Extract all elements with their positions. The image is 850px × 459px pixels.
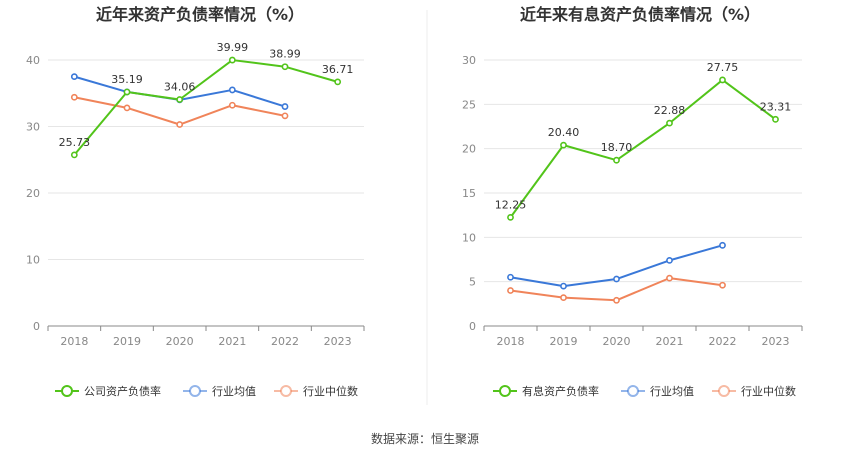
data-point (70, 93, 78, 101)
x-tick-label: 2020 (603, 335, 631, 348)
data-point (228, 56, 236, 64)
source-note: 数据来源：恒生聚源 (371, 431, 479, 446)
data-point (560, 282, 567, 290)
x-tick-label: 2022 (709, 335, 737, 348)
y-tick-label: 30 (462, 54, 476, 67)
data-point (719, 241, 726, 249)
legend-label: 行业中位数 (303, 384, 358, 398)
y-tick-label: 40 (26, 54, 40, 67)
y-tick-label: 25 (462, 98, 476, 111)
legend-label: 行业均值 (650, 385, 694, 398)
data-point (334, 78, 342, 86)
data-label: 18.70 (601, 141, 633, 154)
data-point (613, 156, 620, 164)
y-tick-label: 30 (26, 121, 40, 134)
y-tick-label: 10 (26, 254, 40, 267)
legend-swatch-marker (189, 385, 201, 397)
data-label: 39.99 (217, 41, 249, 54)
data-label: 12.25 (495, 198, 527, 211)
y-tick-label: 0 (469, 320, 476, 333)
series-line (73, 59, 338, 156)
x-tick-label: 2022 (271, 335, 299, 348)
data-label: 36.71 (322, 63, 354, 76)
data-point (281, 112, 289, 120)
x-tick-label: 2020 (166, 335, 194, 348)
data-point (281, 103, 289, 110)
data-point (507, 213, 514, 221)
y-tick-label: 20 (462, 143, 476, 156)
x-tick-label: 2021 (656, 335, 684, 348)
data-point (507, 287, 514, 294)
chart-title: 近年来资产负债率情况（%） (96, 5, 304, 24)
data-point (560, 141, 567, 149)
legend-swatch-marker (61, 385, 73, 397)
x-tick-label: 2019 (113, 335, 141, 348)
data-point (281, 63, 289, 71)
data-point (176, 121, 184, 128)
data-point (613, 296, 620, 304)
y-tick-label: 20 (26, 187, 40, 200)
data-label: 25.73 (59, 136, 91, 149)
data-label: 34.06 (164, 81, 196, 94)
data-point (560, 294, 567, 302)
x-tick-label: 2023 (762, 335, 790, 348)
legend-swatch-marker (499, 385, 511, 397)
data-point (666, 256, 673, 264)
y-tick-label: 15 (462, 187, 476, 200)
y-tick-label: 5 (469, 276, 476, 289)
data-point (123, 88, 131, 96)
data-label: 22.88 (654, 104, 686, 117)
data-point (613, 275, 620, 283)
chart-title: 近年来有息资产负债率情况（%） (520, 5, 760, 24)
data-point (719, 76, 726, 84)
data-label: 20.40 (548, 126, 580, 139)
legend-label: 有息资产负债率 (522, 384, 599, 398)
legend-label: 行业均值 (212, 385, 256, 398)
data-label: 35.19 (111, 73, 143, 86)
data-point (719, 281, 726, 289)
x-tick-label: 2019 (550, 335, 578, 348)
y-tick-label: 10 (462, 231, 476, 244)
data-point (666, 119, 673, 127)
series-line (509, 78, 777, 218)
data-label: 27.75 (707, 61, 739, 74)
data-point (123, 104, 131, 112)
data-point (70, 73, 78, 81)
data-label: 23.31 (760, 100, 792, 113)
legend-label: 公司资产负债率 (84, 384, 161, 398)
x-tick-label: 2023 (324, 335, 352, 348)
legend-swatch-marker (280, 385, 292, 397)
data-point (507, 273, 514, 281)
x-tick-label: 2018 (497, 335, 525, 348)
data-point (70, 151, 78, 159)
legend-label: 行业中位数 (741, 384, 796, 398)
data-point (772, 115, 779, 123)
legend-swatch-marker (627, 385, 639, 397)
data-label: 38.99 (269, 48, 301, 61)
x-tick-label: 2021 (218, 335, 246, 348)
data-point (176, 96, 184, 103)
data-point (666, 274, 673, 282)
x-tick-label: 2018 (60, 335, 88, 348)
y-tick-label: 0 (33, 320, 40, 333)
data-point (228, 101, 236, 109)
data-point (228, 86, 236, 94)
legend-swatch-marker (718, 385, 730, 397)
